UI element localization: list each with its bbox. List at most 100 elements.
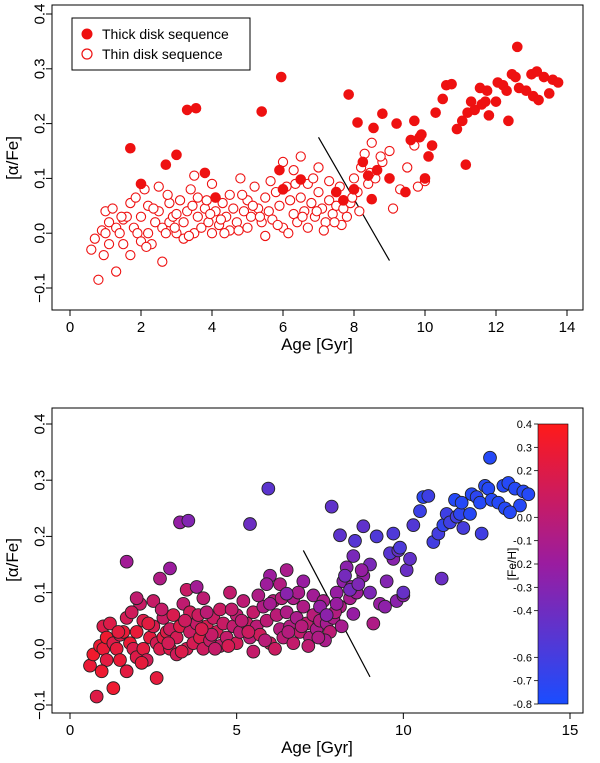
bottom-x-axis-label: Age [Gyr] <box>281 738 353 757</box>
thin-disk-point-116 <box>201 195 212 206</box>
fe-colored-point-175 <box>399 563 414 577</box>
bottom-y-axis-label: [α/Fe] <box>3 538 22 582</box>
top-y-tick-label-1: 0.0 <box>32 223 49 244</box>
fe-colored-point-191 <box>454 495 469 510</box>
thick-disk-point-65 <box>552 77 564 88</box>
thick-disk-point-19 <box>362 170 374 181</box>
fe-colored-point-181 <box>421 489 436 503</box>
thick-disk-point-25 <box>391 118 402 129</box>
top-x-tick-label-6: 12 <box>488 319 505 336</box>
thin-disk-point-89 <box>320 217 331 228</box>
thin-disk-point-123 <box>308 173 319 184</box>
fe-colored-point-63 <box>236 594 251 608</box>
top-x-axis: 0 2 4 6 8 10 12 14 <box>66 310 575 336</box>
fe-colored-point-129 <box>141 616 156 631</box>
fe-colored-point-124 <box>301 639 316 653</box>
thin-disk-point-44 <box>192 192 203 203</box>
fe-colored-point-11 <box>109 641 124 656</box>
thin-disk-point-58 <box>235 173 246 184</box>
thin-disk-point-79 <box>295 192 306 203</box>
fe-colored-point-199 <box>481 481 496 496</box>
top-y-tick-label-4: 0.3 <box>32 58 49 79</box>
thin-disk-point-62 <box>245 211 257 222</box>
thin-disk-point-109 <box>402 162 413 173</box>
thin-disk-point-143 <box>375 151 386 162</box>
thin-disk-point-84 <box>306 197 317 209</box>
fe-colored-point-118 <box>221 639 236 653</box>
thick-disk-point-30 <box>416 129 427 140</box>
thin-disk-point-59 <box>238 206 250 217</box>
legend-thick-marker <box>81 28 93 40</box>
top-y-axis: −0.1 0.0 0.1 0.2 0.3 0.4 <box>32 4 52 303</box>
fe-colored-point-152 <box>243 517 257 531</box>
thin-disk-point-91 <box>323 195 335 206</box>
fe-colored-point-197 <box>474 526 489 541</box>
thin-disk-point-36 <box>174 195 186 206</box>
thin-disk-point-15 <box>125 249 136 261</box>
thin-disk-point-11 <box>114 228 125 239</box>
thick-disk-point-62 <box>538 71 550 83</box>
bottom-y-tick-label-4: 0.3 <box>32 470 49 491</box>
thin-disk-point-56 <box>228 203 239 214</box>
thick-disk-point-18 <box>348 184 360 195</box>
top-y-axis-label: [α/Fe] <box>3 136 22 180</box>
fe-colored-point-9 <box>106 681 121 695</box>
fe-colored-point-200 <box>483 450 497 465</box>
top-legend: Thick disk sequence Thin disk sequence <box>71 17 251 71</box>
colorbar-tick-label-3: 0.0 <box>517 512 532 524</box>
fe-colored-point-120 <box>251 588 266 603</box>
thin-disk-point-87 <box>313 162 324 173</box>
thin-disk-point-96 <box>341 211 353 222</box>
legend-thin-marker <box>81 48 93 60</box>
thin-disk-point-25 <box>150 217 161 228</box>
colorbar-tick-label-2: 0.2 <box>517 466 532 478</box>
fe-colored-point-123 <box>291 585 306 600</box>
thick-disk-point-22 <box>368 122 379 134</box>
thin-disk-point-61 <box>242 222 253 233</box>
top-plot-frame <box>51 4 584 311</box>
thick-disk-point-63 <box>543 88 555 99</box>
thin-disk-point-90 <box>323 175 335 187</box>
colorbar-tick-label-4: -0.1 <box>513 536 532 548</box>
thick-disk-point-46 <box>480 96 491 107</box>
thick-disk-point-21 <box>366 193 378 205</box>
thick-disk-point-48 <box>483 110 495 121</box>
fe-colored-point-135 <box>241 625 256 639</box>
thick-disk-point-39 <box>456 115 468 127</box>
fe-colored-point-86 <box>296 599 311 614</box>
fe-colored-point-80 <box>279 563 294 577</box>
fe-colored-point-146 <box>153 571 167 586</box>
bottom-y-tick-label-0: −0.1 <box>32 690 49 720</box>
thin-disk-point-118 <box>233 225 244 236</box>
thick-disk-point-35 <box>437 93 449 105</box>
thin-disk-point-139 <box>329 217 340 228</box>
fe-colored-point-2 <box>89 689 104 704</box>
thin-disk-point-80 <box>295 151 306 162</box>
fe-colored-point-58 <box>223 585 237 600</box>
fe-colored-point-107 <box>366 616 381 631</box>
top-legend-box <box>71 17 251 71</box>
colorbar: 0.4 0.3 0.2 0.0 -0.1 -0.2 -0.3 -0.4 -0.6 -0.7 -0.8… <box>505 419 569 711</box>
fe-colored-point-77 <box>273 577 287 592</box>
fe-colored-point-161 <box>338 568 352 583</box>
thin-disk-point-75 <box>284 195 296 206</box>
thick-disk-point-43 <box>469 104 481 116</box>
fe-colored-point-49 <box>196 591 211 606</box>
thin-disk-point-43 <box>192 211 203 222</box>
thick-disk-point-28 <box>409 115 420 127</box>
thin-disk-point-35 <box>171 208 182 220</box>
thick-disk-point-17 <box>357 156 369 168</box>
thin-disk-point-127 <box>116 211 127 222</box>
fe-colored-point-141 <box>334 619 349 634</box>
thin-disk-point-113 <box>141 241 152 253</box>
thick-disk-point-27 <box>405 134 417 146</box>
thin-disk-point-86 <box>313 186 324 198</box>
thin-disk-point-129 <box>148 203 159 214</box>
thick-disk-point-8 <box>256 106 268 117</box>
thin-disk-point-52 <box>217 197 228 209</box>
bottom-y-tick-label-3: 0.2 <box>32 526 49 547</box>
fe-colored-point-192 <box>456 521 471 535</box>
fe-colored-point-165 <box>346 607 361 621</box>
fe-colored-point-139 <box>311 630 326 645</box>
